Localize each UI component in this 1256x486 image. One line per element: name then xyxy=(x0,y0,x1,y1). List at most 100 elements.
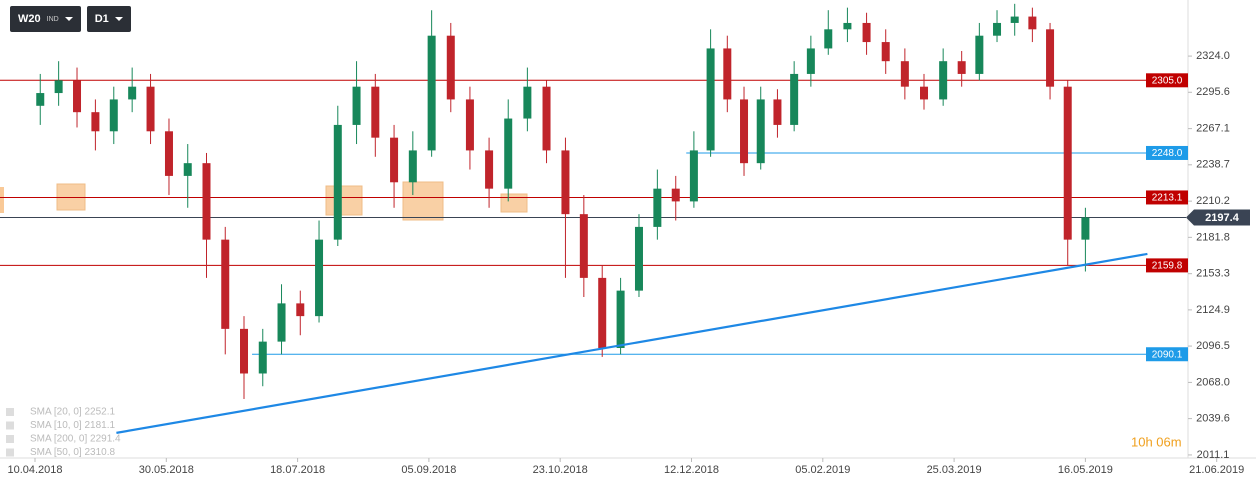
x-tick-label: 05.02.2019 xyxy=(795,464,850,476)
level-label: 2090.1 xyxy=(1152,349,1183,360)
candle-body xyxy=(504,118,513,189)
highlight-zones xyxy=(0,181,528,221)
y-tick-label: 2096.5 xyxy=(1196,340,1230,352)
level-tag xyxy=(1146,258,1188,273)
zone xyxy=(402,181,444,221)
level-label: 2248.0 xyxy=(1152,148,1183,159)
candle-body xyxy=(1010,16,1019,23)
candle-body xyxy=(258,341,267,374)
candle-body xyxy=(790,73,799,125)
candle-body xyxy=(824,29,833,49)
y-tick-label: 2210.2 xyxy=(1196,195,1230,207)
legend-icon xyxy=(6,421,14,430)
candle-body xyxy=(634,226,643,291)
candle-body xyxy=(315,239,324,317)
level-label: 2159.8 xyxy=(1152,261,1183,272)
candle-body xyxy=(73,80,82,113)
zone xyxy=(0,187,4,213)
x-tick-label: 30.05.2018 xyxy=(139,464,194,476)
countdown: 10h 06m xyxy=(1131,434,1182,449)
legend-icon xyxy=(6,408,14,416)
candle-body xyxy=(957,61,966,74)
y-tick-label: 2124.9 xyxy=(1196,304,1230,316)
candle-body xyxy=(920,86,929,100)
candle-body xyxy=(408,150,417,183)
candle-body xyxy=(221,239,230,329)
market: IND xyxy=(46,15,59,23)
candle-body xyxy=(183,163,192,176)
last-price-label: 2197.4 xyxy=(1205,212,1240,224)
candle-body xyxy=(352,86,361,125)
candle-body xyxy=(333,124,342,240)
interval-selector[interactable]: D1 xyxy=(86,6,131,32)
toolbar: W20 IND D1 xyxy=(10,6,131,32)
candle-body xyxy=(1081,217,1090,240)
candle-body xyxy=(146,86,155,132)
y-tick-label: 2039.6 xyxy=(1196,413,1230,425)
candle-body xyxy=(296,303,305,317)
candle-body xyxy=(806,48,815,74)
x-tick-label: 25.03.2019 xyxy=(927,464,982,476)
caret xyxy=(64,17,73,21)
candle-body xyxy=(1028,16,1037,30)
legend-entry: SMA [10, 0] 2181.1 xyxy=(30,420,115,431)
candle-body xyxy=(1046,29,1055,87)
candle-body xyxy=(939,61,948,100)
x-tick-label: 18.07.2018 xyxy=(270,464,325,476)
level-tag xyxy=(1146,347,1188,362)
legend-entry: SMA [50, 0] 2310.8 xyxy=(30,447,115,458)
x-tick-label: 23.10.2018 xyxy=(533,464,588,476)
y-tick-label: 2181.8 xyxy=(1196,231,1230,243)
y-tick-label: 2267.1 xyxy=(1196,123,1230,135)
x-tick-label: 10.04.2018 xyxy=(7,464,62,476)
x-tick-label: 12.12.2018 xyxy=(664,464,719,476)
candle-body xyxy=(843,22,852,30)
candle-body xyxy=(109,99,118,132)
candle-body xyxy=(773,99,782,125)
candle-body xyxy=(240,328,249,374)
candle-body xyxy=(598,277,607,348)
candle-body xyxy=(446,35,455,100)
zone xyxy=(325,185,363,216)
candle-body xyxy=(975,35,984,74)
candle-body xyxy=(689,150,698,202)
x-tick-label: 21.06.2019 xyxy=(1189,464,1244,476)
candle-body xyxy=(390,137,399,183)
legend-icon xyxy=(6,435,14,443)
level-tag xyxy=(1146,145,1188,160)
last-price-tag xyxy=(1186,209,1250,226)
y-tick-label: 2238.7 xyxy=(1196,159,1230,171)
zone xyxy=(500,193,528,213)
candle-body xyxy=(616,290,625,348)
candle-body xyxy=(542,86,551,151)
candle-body xyxy=(671,188,680,202)
symbol-selector[interactable]: W20 IND xyxy=(10,6,81,32)
candle-body xyxy=(723,48,732,100)
candle-body xyxy=(1063,86,1072,240)
interval: D1 xyxy=(94,13,109,25)
trendline xyxy=(116,252,1148,434)
level-tag xyxy=(1146,73,1188,88)
candle-body xyxy=(756,99,765,164)
candle-body xyxy=(579,214,588,278)
x-tick-label: 16.05.2019 xyxy=(1058,464,1113,476)
candle-body xyxy=(862,22,871,43)
candle-body xyxy=(277,303,286,342)
candle-body xyxy=(485,150,494,189)
level-label: 2305.0 xyxy=(1152,75,1183,86)
candle-body xyxy=(202,163,211,240)
candle-body xyxy=(706,48,715,151)
y-tick-label: 2153.3 xyxy=(1196,268,1230,280)
candle-body xyxy=(465,99,474,151)
x-tick-label: 05.09.2018 xyxy=(401,464,456,476)
candle-body xyxy=(36,93,45,106)
candle-body xyxy=(740,99,749,164)
level-tag xyxy=(1146,190,1188,205)
candle-body xyxy=(993,22,1002,36)
legend-entry: SMA [200, 0] 2291.4 xyxy=(30,434,121,445)
candle-body xyxy=(900,61,909,87)
y-tick-label: 2295.6 xyxy=(1196,86,1230,98)
candle-body xyxy=(561,150,570,215)
candle-body xyxy=(653,188,662,227)
